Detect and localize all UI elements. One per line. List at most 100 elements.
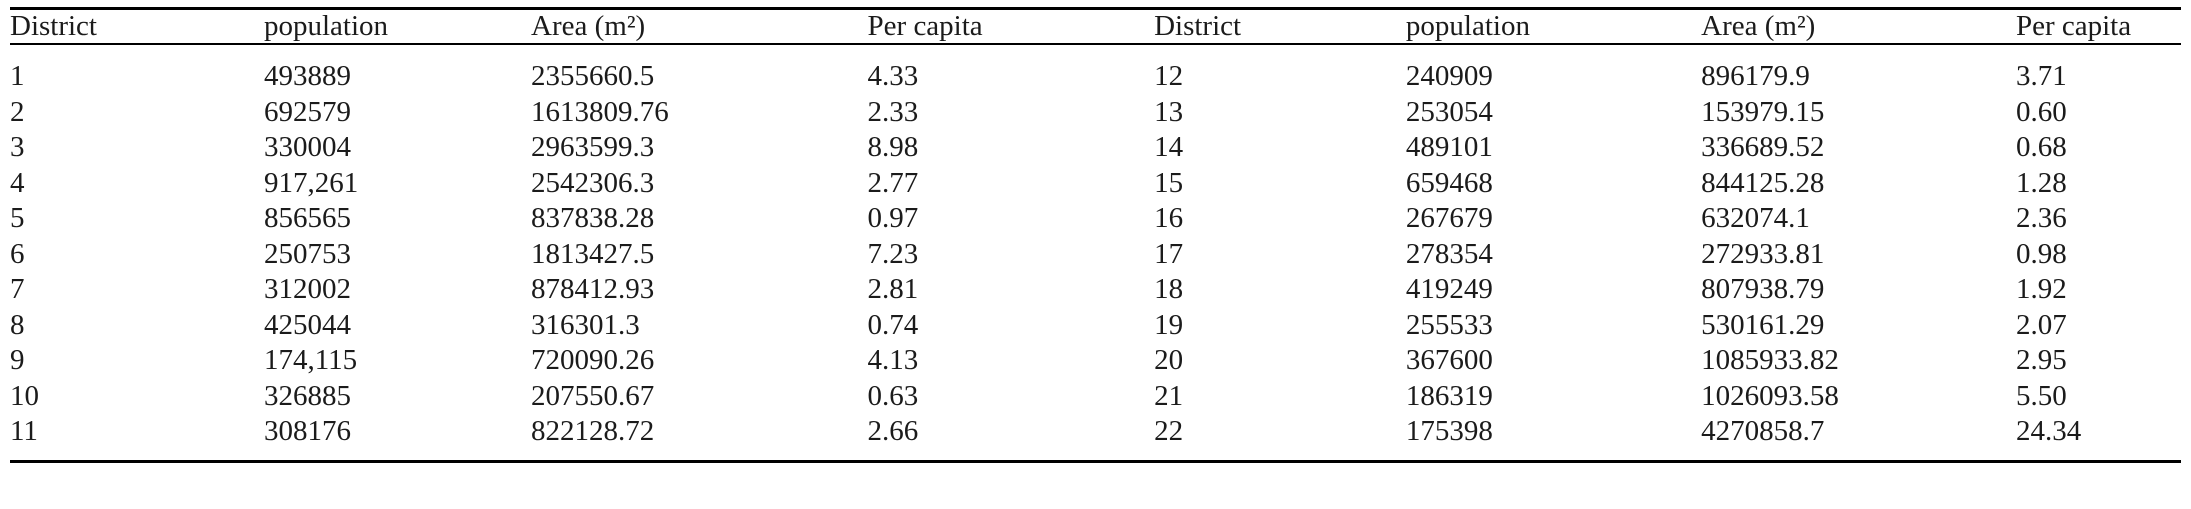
table-cell: 330004 — [264, 131, 351, 163]
table-cell: 19 — [1154, 308, 1184, 341]
table-row: 9 174,115 720090.26 4.13 20 367600 1085933.82 2… — [10, 343, 2181, 379]
table-cell: 1813427.5 — [531, 237, 655, 270]
table-cell: 878412.93 — [531, 273, 655, 305]
table-cell: 13 — [1154, 95, 1184, 128]
table-cell: 186319 — [1405, 379, 1493, 412]
table-cell: 2.77 — [867, 166, 919, 199]
table-cell: 1085933.82 — [1701, 344, 1839, 376]
column-header-area-2: Area (m²) — [1701, 8, 2016, 45]
table-cell: 2.36 — [2015, 202, 2067, 234]
table-cell: 4.13 — [867, 344, 919, 376]
table-cell: 896179.9 — [1701, 60, 1810, 92]
table-cell: 175398 — [1405, 415, 1493, 447]
table-cell: 267679 — [1405, 202, 1493, 234]
table-cell: 425044 — [264, 308, 351, 341]
table-cell: 2 — [10, 95, 25, 128]
table-cell: 12 — [1154, 60, 1184, 92]
table-cell: 856565 — [264, 202, 351, 234]
table-cell: 4 — [10, 166, 25, 199]
table-cell: 0.60 — [2015, 95, 2067, 128]
table-row: 4 917,261 2542306.3 2.77 15 659468 844125.28 1.… — [10, 166, 2181, 202]
table-cell: 822128.72 — [531, 415, 655, 447]
districts-table: District population Area (m²) Per capita Dis… — [10, 7, 2181, 463]
table-cell: 2.95 — [2015, 344, 2067, 376]
table-row: 11 308176 822128.72 2.66 22 175398 4270858.7 24… — [10, 414, 2181, 461]
table-cell: 5.50 — [2015, 379, 2067, 412]
table-cell: 807938.79 — [1701, 273, 1825, 305]
table-cell: 3.71 — [2015, 60, 2067, 92]
table-cell: 6 — [10, 237, 25, 270]
column-header-per-capita-2: Per capita — [2015, 8, 2181, 45]
table-row: 8 425044 316301.3 0.74 19 255533 530161.29 2.07 — [10, 308, 2181, 344]
column-header-population-2: population — [1405, 8, 1702, 45]
table-row: 2 692579 1613809.76 2.33 13 253054 153979.15 0.… — [10, 95, 2181, 131]
table-row: 7 312002 878412.93 2.81 18 419249 807938.79 1.9… — [10, 272, 2181, 308]
table-cell: 530161.29 — [1701, 308, 1825, 341]
table-row: 3 330004 2963599.3 8.98 14 489101 336689.52 0.6… — [10, 130, 2181, 166]
table-header: District population Area (m²) Per capita Dis… — [10, 8, 2181, 45]
table-cell: 0.68 — [2015, 131, 2067, 163]
table-cell: 336689.52 — [1701, 131, 1825, 163]
table-cell: 20 — [1154, 344, 1184, 376]
table-row: 5 856565 837838.28 0.97 16 267679 632074.1 2.36 — [10, 201, 2181, 237]
table-cell: 692579 — [264, 95, 351, 128]
table-cell: 240909 — [1405, 60, 1493, 92]
table-cell: 9 — [10, 344, 25, 376]
table-cell: 2.07 — [2015, 308, 2067, 341]
table-row: 6 250753 1813427.5 7.23 17 278354 272933.81 0.9… — [10, 237, 2181, 273]
table-cell: 16 — [1154, 202, 1184, 234]
table-cell: 2.66 — [867, 415, 919, 447]
column-header-per-capita: Per capita — [867, 8, 1155, 45]
table-cell: 0.63 — [867, 379, 919, 412]
table-cell: 7.23 — [867, 237, 919, 270]
table-cell: 24.34 — [2015, 415, 2082, 447]
table-cell: 207550.67 — [531, 379, 655, 412]
table-cell: 493889 — [264, 60, 351, 92]
table-cell: 316301.3 — [531, 308, 640, 341]
table-cell: 1 — [10, 60, 25, 92]
table-cell: 153979.15 — [1701, 95, 1825, 128]
table-body: 1 493889 2355660.5 4.33 12 240909 896179.9 3.71… — [10, 44, 2181, 461]
table-cell: 21 — [1154, 379, 1184, 412]
table-cell: 255533 — [1405, 308, 1493, 341]
table-cell: 0.97 — [867, 202, 919, 234]
table-row: 1 493889 2355660.5 4.33 12 240909 896179.9 3.71 — [10, 44, 2181, 95]
table-cell: 2542306.3 — [531, 166, 655, 199]
table-cell: 917,261 — [264, 166, 359, 199]
table-cell: 659468 — [1405, 166, 1493, 199]
table-cell: 250753 — [264, 237, 351, 270]
table-cell: 367600 — [1405, 344, 1493, 376]
table-cell: 10 — [10, 379, 39, 412]
table-cell: 632074.1 — [1701, 202, 1810, 234]
table-row: 10 326885 207550.67 0.63 21 186319 1026093.58 5… — [10, 379, 2181, 415]
table-cell: 4270858.7 — [1701, 415, 1825, 447]
table-cell: 1.92 — [2015, 273, 2067, 305]
table-cell: 8.98 — [867, 131, 919, 163]
table-cell: 844125.28 — [1701, 166, 1825, 199]
table-cell: 253054 — [1405, 95, 1493, 128]
table-cell: 4.33 — [867, 60, 919, 92]
table-cell: 2.81 — [867, 273, 919, 305]
table-cell: 1.28 — [2015, 166, 2067, 199]
table-cell: 3 — [10, 131, 25, 163]
table-cell: 720090.26 — [531, 344, 655, 376]
table-cell: 0.74 — [867, 308, 919, 341]
table-cell: 489101 — [1405, 131, 1493, 163]
table-cell: 8 — [10, 308, 25, 341]
table-cell: 308176 — [264, 415, 351, 447]
table-cell: 7 — [10, 273, 25, 305]
table-cell: 326885 — [264, 379, 351, 412]
table-cell: 22 — [1154, 415, 1184, 447]
table-cell: 2963599.3 — [531, 131, 655, 163]
table-cell: 1026093.58 — [1701, 379, 1839, 412]
table-cell: 278354 — [1405, 237, 1493, 270]
table-cell: 18 — [1154, 273, 1184, 305]
column-header-district-2: District — [1154, 8, 1406, 45]
table-cell: 174,115 — [264, 344, 358, 376]
column-header-district: District — [10, 8, 264, 45]
column-header-population: population — [264, 8, 532, 45]
table-cell: 837838.28 — [531, 202, 655, 234]
table-cell: 17 — [1154, 237, 1184, 270]
table-cell: 2355660.5 — [531, 60, 655, 92]
